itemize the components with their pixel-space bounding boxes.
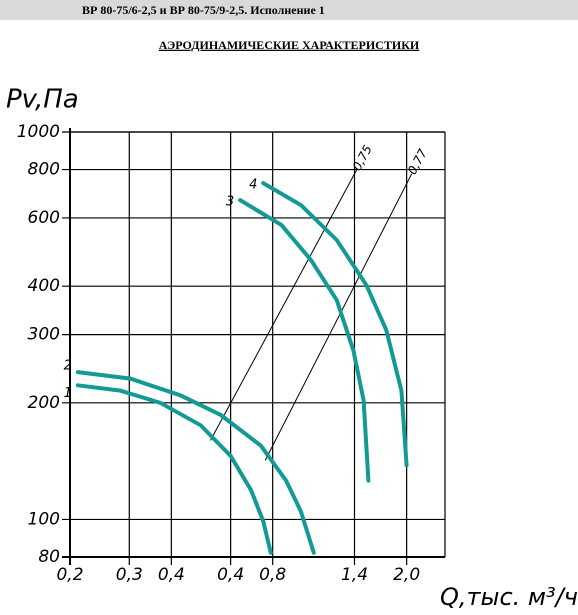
curve bbox=[75, 383, 273, 555]
curve bbox=[238, 198, 371, 483]
x-tick-label: 0,4 bbox=[158, 565, 185, 585]
y-tick-label: 300 bbox=[28, 325, 60, 345]
y-axis-label: Pv,Па bbox=[6, 85, 79, 115]
y-tick-label: 800 bbox=[28, 160, 60, 180]
x-tick-label: 2,0 bbox=[393, 565, 420, 585]
y-tick-label: 100 bbox=[28, 509, 60, 529]
curve-label: 1 bbox=[64, 386, 72, 401]
x-tick-label: 0,2 bbox=[56, 565, 83, 585]
x-tick-label: 0,8 bbox=[259, 565, 286, 585]
x-tick-label: 1,4 bbox=[341, 565, 368, 585]
y-tick-label: 400 bbox=[28, 276, 60, 296]
efficiency-line bbox=[264, 173, 413, 461]
chart-title: АЭРОДИНАМИЧЕСКИЕ ХАРАКТЕРИСТИКИ bbox=[159, 38, 420, 52]
y-tick-label: 1000 bbox=[17, 122, 60, 142]
efficiency-label: 0,75 bbox=[350, 143, 375, 173]
header: ВР 80-75/6-2,5 и ВР 80-75/9-2,5. Исполне… bbox=[82, 3, 325, 17]
x-axis-label: Q,тыс. м³/ч bbox=[440, 583, 578, 611]
curve-label: 2 bbox=[64, 359, 72, 374]
x-tick-label: 0,3 bbox=[116, 565, 143, 585]
y-tick-label: 600 bbox=[28, 208, 60, 228]
header-bar bbox=[0, 0, 578, 20]
y-tick-label: 80 bbox=[38, 547, 60, 567]
curve-label: 3 bbox=[226, 195, 234, 210]
y-tick-label: 200 bbox=[28, 393, 60, 413]
efficiency-label: 0,77 bbox=[405, 146, 430, 176]
curve bbox=[75, 370, 316, 555]
efficiency-line bbox=[210, 169, 358, 441]
curve-label: 4 bbox=[249, 178, 257, 193]
x-tick-label: 0,4 bbox=[217, 565, 244, 585]
curve bbox=[261, 181, 409, 468]
